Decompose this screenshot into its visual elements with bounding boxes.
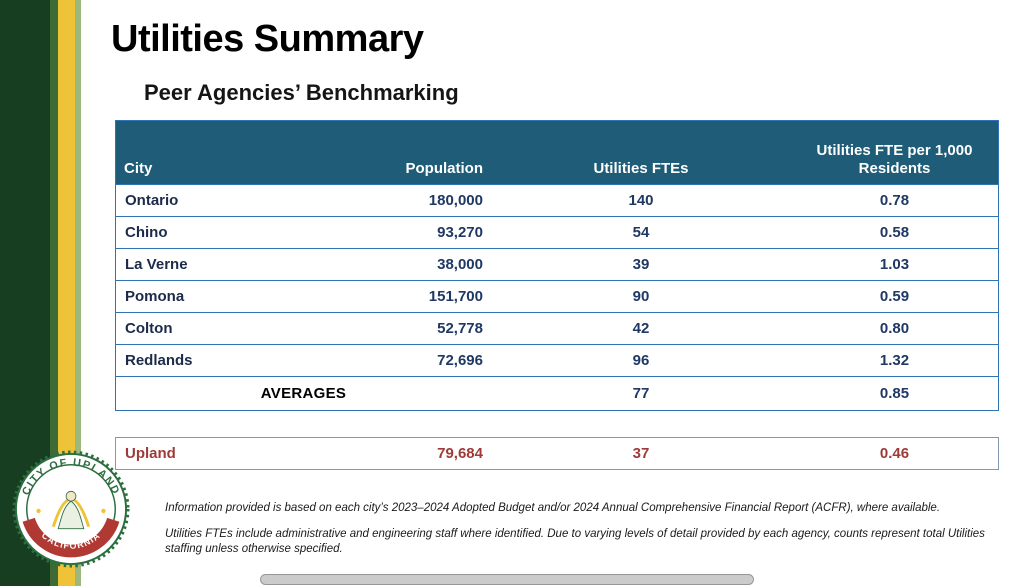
city-cell: Colton xyxy=(125,320,173,337)
city-cell: La Verne xyxy=(125,256,188,273)
left-band-gold xyxy=(58,0,75,586)
upland-ftes-cell: 37 xyxy=(632,445,650,462)
ftes-cell: 42 xyxy=(632,320,650,337)
table-row: Pomona 151,700 90 0.59 xyxy=(116,280,998,312)
left-band-sage xyxy=(75,0,81,586)
population-cell: 38,000 xyxy=(437,256,483,273)
page-title: Utilities Summary xyxy=(111,18,424,60)
population-cell: 151,700 xyxy=(428,288,483,305)
table-row: La Verne 38,000 39 1.03 xyxy=(116,248,998,280)
fte-per-1000-cell: 1.32 xyxy=(879,352,910,369)
ftes-cell: 96 xyxy=(632,352,650,369)
population-cell: 72,696 xyxy=(437,352,483,369)
table-row: Ontario 180,000 140 0.78 xyxy=(116,184,998,216)
footnote-sources: Information provided is based on each ci… xyxy=(165,502,941,514)
upland-population-cell: 79,684 xyxy=(437,445,483,462)
footnote-fte-definition: Utilities FTEs include administrative an… xyxy=(165,527,985,556)
ftes-cell: 39 xyxy=(632,256,650,273)
fte-per-1000-cell: 0.78 xyxy=(879,192,910,209)
table-row: Redlands 72,696 96 1.32 xyxy=(116,344,998,376)
header-population: Population xyxy=(405,160,484,177)
seal-icon: CITY OF UPLAND CALIFORNIA xyxy=(12,450,130,568)
page-subtitle: Peer Agencies’ Benchmarking xyxy=(144,80,459,105)
population-cell: 93,270 xyxy=(437,224,483,241)
population-cell: 52,778 xyxy=(437,320,483,337)
city-cell: Pomona xyxy=(125,288,185,305)
city-cell: Redlands xyxy=(125,352,193,369)
averages-row: AVERAGES 77 0.85 xyxy=(116,376,998,410)
averages-fte-per-1000-cell: 0.85 xyxy=(879,385,910,402)
city-cell: Chino xyxy=(125,224,168,241)
upland-row: Upland 79,684 37 0.46 xyxy=(115,437,999,470)
city-cell: Ontario xyxy=(125,192,179,209)
averages-ftes-cell: 77 xyxy=(632,385,650,402)
fte-per-1000-cell: 0.59 xyxy=(879,288,910,305)
header-city: City xyxy=(124,160,153,177)
benchmarking-table: City Population Utilities FTEs Utilities… xyxy=(115,120,999,411)
table-row: Chino 93,270 54 0.58 xyxy=(116,216,998,248)
header-utilities-ftes: Utilities FTEs xyxy=(593,160,689,177)
footnotes: Information provided is based on each ci… xyxy=(165,501,987,568)
fte-per-1000-cell: 0.80 xyxy=(879,320,910,337)
left-band-mid-green xyxy=(50,0,58,586)
fte-per-1000-cell: 1.03 xyxy=(879,256,910,273)
table-row: Colton 52,778 42 0.80 xyxy=(116,312,998,344)
ftes-cell: 90 xyxy=(632,288,650,305)
header-fte-per-1000: Utilities FTE per 1,000 Residents xyxy=(816,142,973,177)
horizontal-scrollbar[interactable] xyxy=(260,574,754,585)
table-header: City Population Utilities FTEs Utilities… xyxy=(116,121,998,184)
population-cell: 180,000 xyxy=(428,192,483,209)
fte-per-1000-cell: 0.58 xyxy=(879,224,910,241)
upland-city-cell: Upland xyxy=(125,445,176,462)
averages-label: AVERAGES xyxy=(260,385,347,402)
city-of-upland-seal-logo: CITY OF UPLAND CALIFORNIA xyxy=(12,450,130,568)
upland-fte-per-1000-cell: 0.46 xyxy=(879,445,910,462)
ftes-cell: 54 xyxy=(632,224,650,241)
ftes-cell: 140 xyxy=(628,192,654,209)
